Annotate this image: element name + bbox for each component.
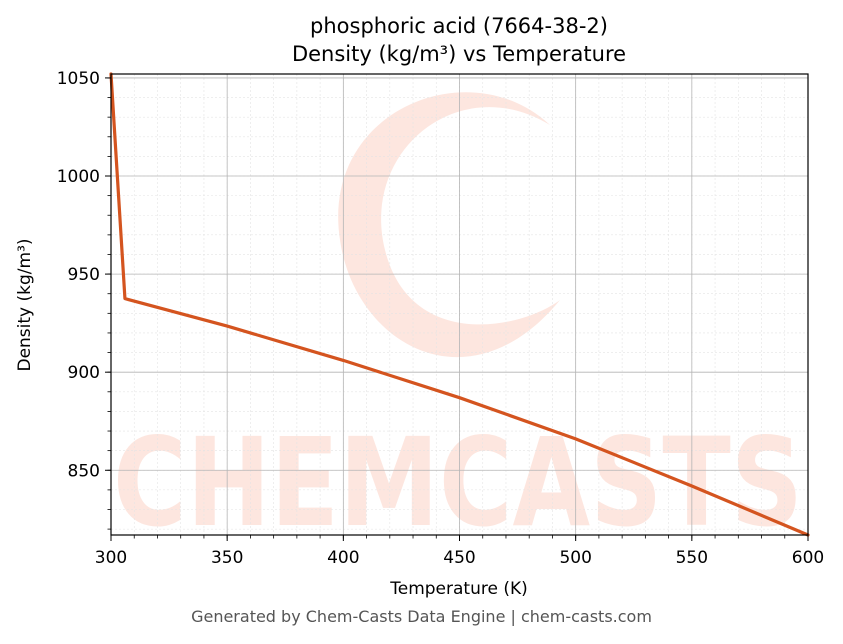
watermark-logo-swoosh (338, 92, 560, 358)
x-tick-labels: 300 350 400 450 500 550 600 (95, 548, 824, 568)
x-tick-label: 550 (676, 548, 708, 568)
x-tick-label: 350 (211, 548, 243, 568)
major-grid (110, 74, 809, 535)
chart-title-line2: Density (kg/m³) vs Temperature (292, 42, 626, 66)
x-axis-label: Temperature (K) (389, 579, 528, 599)
footer-credit: Generated by Chem-Casts Data Engine | ch… (191, 607, 652, 626)
y-axis-label: Density (kg/m³) (15, 238, 35, 371)
chart-title-line1: phosphoric acid (7664-38-2) (310, 14, 608, 38)
y-tick-label: 1000 (57, 167, 100, 187)
x-tick-label: 300 (95, 548, 127, 568)
x-tick-label: 600 (792, 548, 824, 568)
watermark-text: CHEMCASTS (113, 412, 803, 554)
density-series-line (109, 72, 810, 537)
y-tick-label: 950 (68, 265, 100, 285)
x-tick-label: 500 (559, 548, 591, 568)
axis-ticks (105, 77, 809, 541)
x-tick-label: 450 (443, 548, 475, 568)
y-tick-label: 850 (68, 461, 100, 481)
y-tick-label: 900 (68, 363, 100, 383)
y-tick-labels: 850 900 950 1000 1050 (57, 69, 100, 481)
y-tick-label: 1050 (57, 69, 100, 89)
x-tick-label: 400 (327, 548, 359, 568)
series-layer (109, 72, 810, 537)
